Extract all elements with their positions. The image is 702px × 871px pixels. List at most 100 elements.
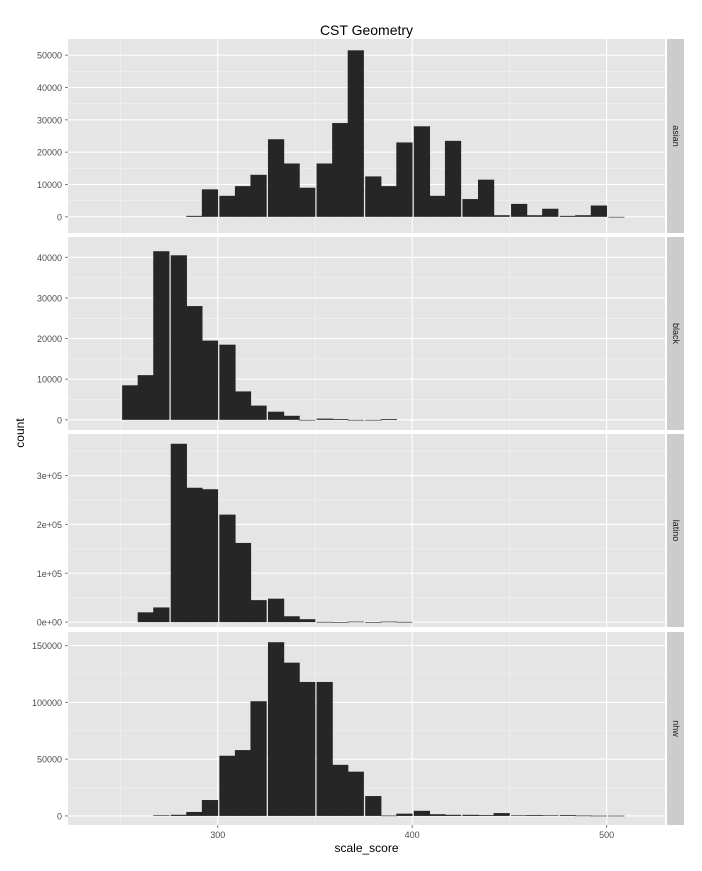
facet-strip-label: asian xyxy=(671,125,681,147)
histogram-bar xyxy=(347,419,364,421)
histogram-bar xyxy=(365,796,382,816)
histogram-bar xyxy=(332,419,349,420)
y-tick-label: 100000 xyxy=(32,698,62,708)
histogram-bar xyxy=(219,755,236,816)
histogram-bar xyxy=(462,199,479,217)
histogram-bar xyxy=(283,662,300,816)
histogram-bar xyxy=(219,344,236,420)
histogram-bar xyxy=(332,764,349,816)
facet-strip-label: nhw xyxy=(671,720,681,737)
histogram-bar xyxy=(380,621,397,623)
histogram-bar xyxy=(511,203,528,217)
histogram-bar xyxy=(575,815,592,817)
histogram-bar xyxy=(429,195,446,217)
y-tick-label: 50000 xyxy=(37,755,62,765)
histogram-bar xyxy=(186,306,203,420)
histogram-bar xyxy=(444,140,462,217)
histogram-bar xyxy=(347,771,364,816)
y-tick-label: 0 xyxy=(57,811,62,821)
histogram-bar xyxy=(267,139,285,217)
panel-background xyxy=(68,632,665,825)
histogram-bar xyxy=(608,815,625,817)
histogram-bar xyxy=(316,681,333,816)
histogram-bar xyxy=(234,750,252,816)
histogram-bar xyxy=(201,340,219,420)
histogram-bar xyxy=(250,600,267,623)
histogram-bar xyxy=(396,142,413,217)
histogram-bar xyxy=(347,50,364,217)
histogram-bar xyxy=(153,251,170,420)
histogram-bar xyxy=(493,813,510,816)
facet-strip xyxy=(667,434,684,627)
y-tick-label: 0 xyxy=(57,212,62,222)
x-tick-label: 300 xyxy=(210,830,225,840)
y-tick-label: 20000 xyxy=(37,334,62,344)
histogram-bar xyxy=(170,255,187,420)
histogram-bar xyxy=(590,205,607,217)
histogram-bar xyxy=(511,815,528,816)
histogram-bar xyxy=(396,813,413,816)
histogram-bar xyxy=(250,405,267,420)
histogram-bar xyxy=(299,187,316,217)
histogram-bar xyxy=(413,126,431,217)
histogram-bar xyxy=(316,163,333,217)
histogram-bar xyxy=(137,375,154,420)
y-tick-label: 10000 xyxy=(37,375,62,385)
y-tick-label: 30000 xyxy=(37,115,62,125)
facet-strip xyxy=(667,632,684,825)
histogram-bar xyxy=(493,215,510,217)
panel-background xyxy=(68,434,665,627)
histogram-bar xyxy=(186,215,203,217)
y-tick-label: 40000 xyxy=(37,253,62,263)
histogram-bar xyxy=(201,800,219,816)
histogram-bar xyxy=(332,123,349,217)
y-tick-label: 2e+05 xyxy=(37,520,62,530)
histogram-bar xyxy=(413,810,431,816)
x-tick-label: 400 xyxy=(405,830,420,840)
histogram-bar xyxy=(347,621,364,623)
histogram-bar xyxy=(186,487,203,623)
histogram-bar xyxy=(526,815,543,816)
y-tick-label: 3e+05 xyxy=(37,471,62,481)
y-tick-label: 0 xyxy=(57,415,62,425)
histogram-bar xyxy=(332,622,349,623)
histogram-bar xyxy=(170,814,187,816)
histogram-bar xyxy=(250,701,267,816)
y-tick-label: 30000 xyxy=(37,293,62,303)
histogram-bar xyxy=(153,607,170,623)
histogram-bar xyxy=(316,418,333,420)
histogram-bar xyxy=(219,514,236,623)
chart-title: CST Geometry xyxy=(320,22,413,38)
histogram-bar xyxy=(526,215,543,217)
histogram-bar xyxy=(380,186,397,217)
histogram-bar xyxy=(477,179,495,217)
histogram-bar xyxy=(299,619,316,623)
histogram-bar xyxy=(201,189,219,217)
histogram-bar xyxy=(283,415,300,420)
facet-strip-label: black xyxy=(671,323,681,345)
histogram-bar xyxy=(234,391,252,420)
y-axis-title: count xyxy=(13,418,27,448)
facet-strip-label: latino xyxy=(671,520,681,542)
histogram-bar xyxy=(542,208,559,217)
histogram-bar xyxy=(575,215,592,217)
histogram-bar xyxy=(590,815,607,817)
histogram-bar xyxy=(219,195,236,217)
histogram-bar xyxy=(542,815,559,816)
histogram-bar xyxy=(250,174,267,217)
histogram-bar xyxy=(201,489,219,623)
histogram-bar xyxy=(429,814,446,816)
histogram-bar xyxy=(559,215,576,217)
histogram-bar xyxy=(396,621,413,623)
histogram-bar xyxy=(316,621,333,623)
histogram-bar xyxy=(283,616,300,623)
histogram-bar xyxy=(170,443,187,623)
histogram-bar xyxy=(365,622,382,623)
histogram-bar xyxy=(365,176,382,217)
histogram-bar xyxy=(559,815,576,816)
histogram-bar xyxy=(608,216,625,218)
facet-strip xyxy=(667,237,684,430)
histogram-bar xyxy=(380,815,397,817)
histogram-bar xyxy=(380,419,397,420)
